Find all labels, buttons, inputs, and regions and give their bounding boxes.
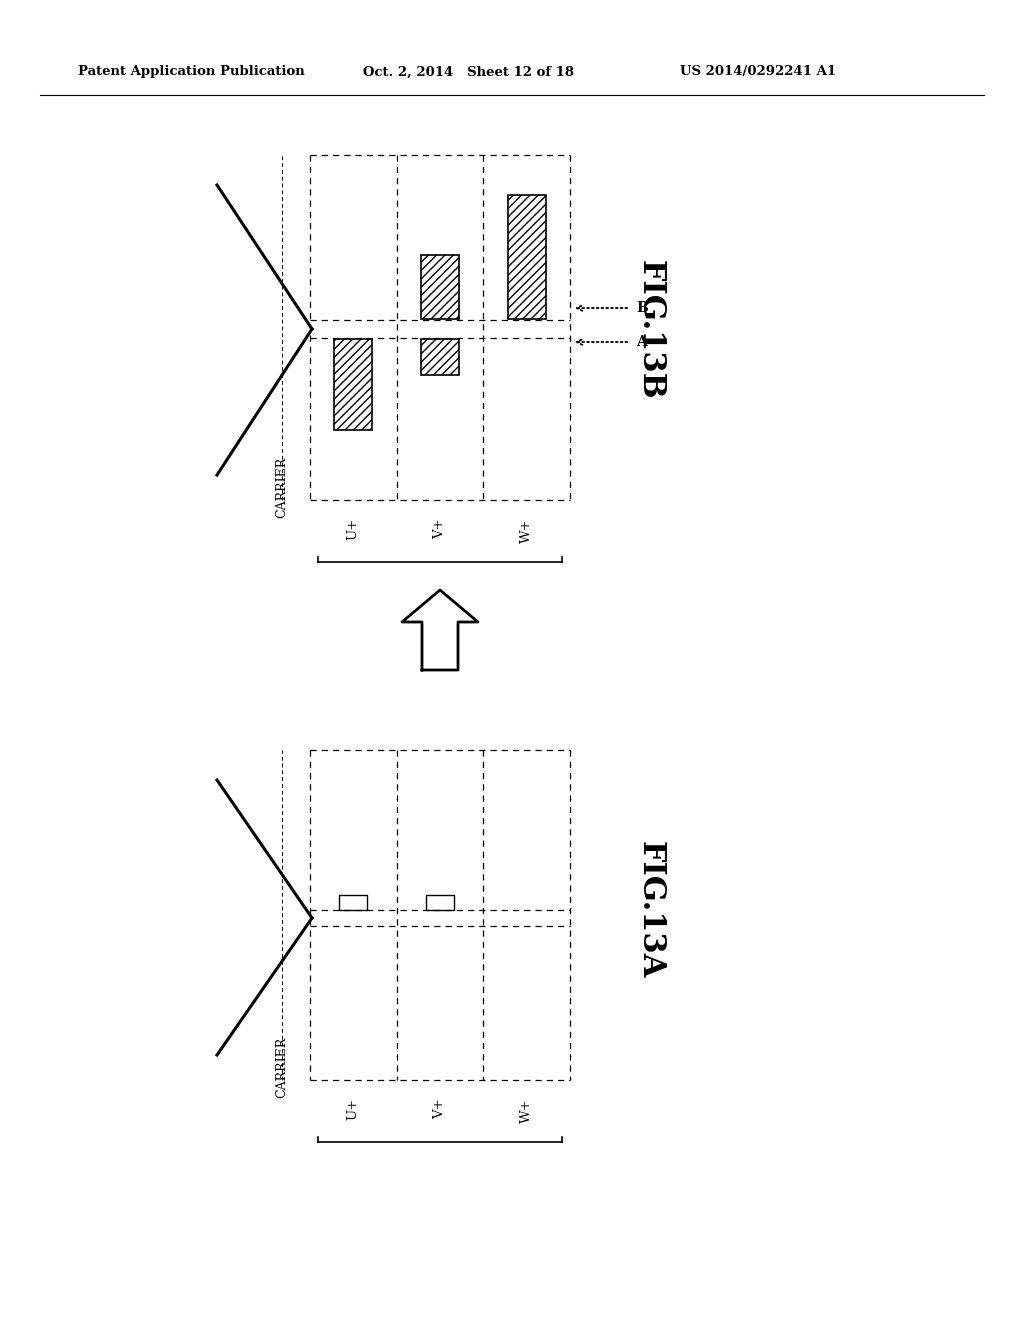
Text: V+: V+: [433, 1098, 446, 1118]
Bar: [334, 339, 373, 430]
Text: W+: W+: [520, 1098, 534, 1122]
Text: FIG.13B: FIG.13B: [635, 260, 666, 400]
Bar: [421, 339, 459, 375]
Text: V+: V+: [433, 517, 446, 539]
Text: US 2014/0292241 A1: US 2014/0292241 A1: [680, 66, 837, 78]
Text: Patent Application Publication: Patent Application Publication: [78, 66, 305, 78]
Bar: [339, 895, 368, 909]
Bar: [421, 255, 459, 319]
Text: Oct. 2, 2014   Sheet 12 of 18: Oct. 2, 2014 Sheet 12 of 18: [362, 66, 574, 78]
Text: A: A: [636, 335, 647, 348]
Text: B: B: [636, 301, 648, 315]
Bar: [508, 195, 546, 319]
Text: U+: U+: [347, 517, 359, 540]
Polygon shape: [402, 590, 478, 671]
Text: W+: W+: [520, 517, 534, 543]
Text: U+: U+: [347, 1098, 359, 1121]
Bar: [426, 895, 454, 909]
Text: FIG.13A: FIG.13A: [635, 841, 666, 978]
Text: CARRIER: CARRIER: [275, 1036, 289, 1098]
Text: CARRIER: CARRIER: [275, 457, 289, 517]
